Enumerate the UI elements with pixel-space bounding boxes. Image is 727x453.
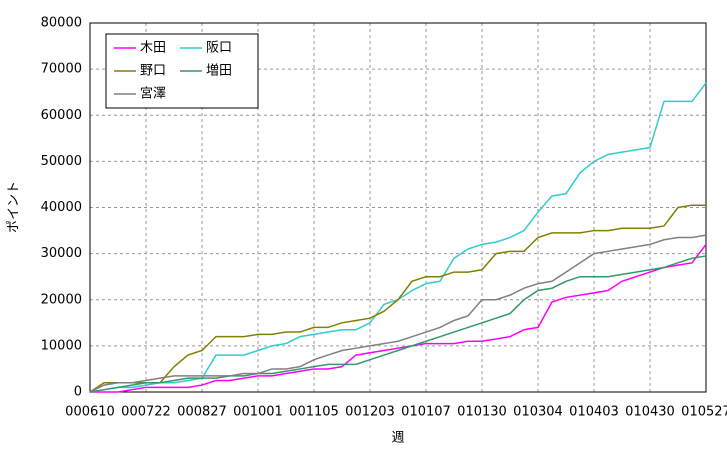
y-tick-label: 0 — [74, 385, 82, 400]
legend-label: 増田 — [206, 64, 232, 79]
series-line — [89, 234, 707, 393]
x-tick-label: 010527 — [681, 405, 727, 420]
y-tick-label: 80000 — [41, 16, 82, 31]
x-tick-label: 001203 — [345, 405, 395, 420]
x-tick-label: 001001 — [233, 405, 283, 420]
y-axis-label: ポイント — [7, 181, 22, 233]
series-line — [90, 243, 707, 393]
x-tick-label: 000610 — [65, 405, 115, 420]
x-tick-label: 010403 — [569, 405, 619, 420]
x-tick-label: 001105 — [289, 405, 339, 420]
x-tick-label: 010430 — [625, 405, 675, 420]
x-tick-label: 000827 — [177, 405, 227, 420]
legend-label: 野口 — [140, 64, 166, 79]
x-tick-label: 000722 — [121, 405, 171, 420]
y-tick-label: 70000 — [41, 62, 82, 77]
y-tick-label: 50000 — [41, 154, 82, 169]
series-line — [89, 255, 707, 393]
legend-label: 宮澤 — [140, 86, 166, 102]
y-tick-label: 20000 — [41, 292, 82, 307]
x-axis-label: 週 — [391, 431, 404, 446]
plot-frame — [89, 22, 707, 393]
y-tick-label: 40000 — [41, 200, 82, 215]
y-tick-label: 60000 — [41, 108, 82, 123]
series-line — [89, 204, 706, 393]
legend-label: 阪口 — [206, 41, 232, 56]
x-tick-label: 010107 — [401, 405, 451, 420]
legend-label: 木田 — [140, 41, 166, 56]
x-tick-label: 010130 — [457, 405, 507, 420]
y-tick-label: 30000 — [41, 246, 82, 261]
y-tick-label: 10000 — [41, 338, 82, 353]
x-tick-label: 010304 — [513, 405, 563, 420]
